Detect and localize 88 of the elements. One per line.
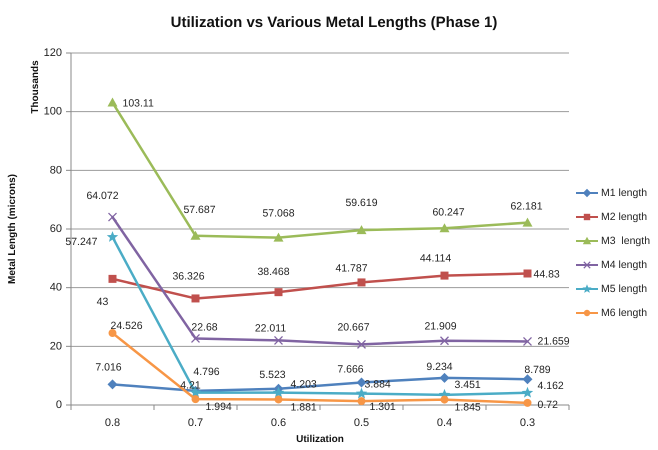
point	[522, 386, 534, 398]
legend-label: M2 length	[601, 211, 648, 223]
point	[192, 294, 200, 302]
legend-label: M3 length	[601, 235, 650, 247]
data-label: 8.789	[524, 364, 551, 376]
data-label: 43	[96, 296, 108, 308]
data-label: 57.247	[65, 236, 98, 248]
y-tick-label: 100	[44, 106, 62, 118]
y-tick-label: 20	[50, 340, 62, 352]
point	[440, 372, 450, 383]
data-label: 7.666	[337, 364, 364, 376]
point	[440, 272, 448, 280]
data-label: 9.234	[426, 360, 453, 373]
data-label: 22.68	[191, 321, 218, 334]
point	[440, 396, 448, 404]
data-label: 24.526	[110, 320, 143, 332]
x-tick-label: 0.8	[104, 417, 120, 429]
y-tick-label: 0	[56, 399, 62, 411]
data-label: 1.994	[206, 401, 232, 414]
data-label: 22.011	[254, 322, 286, 334]
y-axis-title: Metal Length (microns)	[7, 174, 18, 284]
y-tick-label: 80	[50, 164, 62, 176]
data-label: 44.114	[420, 252, 452, 265]
data-label: 44.83	[534, 268, 560, 280]
point	[274, 232, 284, 242]
point	[358, 397, 366, 406]
point	[524, 398, 532, 407]
data-label: 21.659	[538, 335, 570, 348]
data-label: 59.619	[345, 197, 378, 210]
data-label: 5.523	[259, 368, 286, 381]
x-tick-label: 0.5	[354, 417, 370, 429]
data-label: 3.884	[364, 378, 391, 391]
point	[108, 98, 118, 107]
y-tick-label: 60	[50, 223, 62, 235]
data-label: 103.11	[122, 98, 154, 110]
point	[106, 231, 118, 242]
data-label: 4.162	[538, 380, 564, 392]
point	[108, 212, 118, 222]
point	[272, 386, 284, 398]
point	[274, 288, 282, 296]
data-label: 38.468	[257, 266, 290, 278]
x-tick-label: 0.7	[188, 417, 204, 429]
point	[522, 336, 532, 346]
data-label: 1.301	[370, 401, 396, 414]
data-label: 64.072	[86, 190, 119, 202]
data-label: 20.667	[337, 321, 370, 334]
chart-title: Utilization vs Various Metal Lengths (Phase 1)	[170, 14, 498, 31]
y-tick-label: 40	[50, 282, 62, 294]
data-label: 0.72	[538, 398, 558, 411]
point	[192, 395, 200, 404]
data-label: 1.845	[454, 402, 481, 414]
data-label: 21.909	[424, 320, 457, 333]
legend-label: M6 length	[601, 307, 648, 319]
x-tick-label: 0.6	[270, 417, 286, 429]
data-label: 62.181	[510, 200, 543, 213]
point	[358, 278, 366, 286]
point	[108, 329, 116, 338]
data-label: 4.796	[193, 366, 220, 378]
text: Thousands	[30, 60, 41, 114]
point	[108, 274, 116, 283]
x-tick-label: 0.4	[436, 417, 452, 429]
x-axis-title: Utilization	[296, 434, 344, 445]
legend-label: M1 length	[601, 187, 648, 199]
legend-label: M5 length	[601, 283, 648, 295]
point	[274, 336, 284, 346]
point	[522, 218, 532, 227]
y-tick-label: 120	[44, 47, 62, 59]
point	[190, 230, 200, 240]
data-label: 1.881	[290, 401, 317, 414]
data-label: 57.687	[183, 204, 216, 216]
point	[274, 395, 282, 404]
point	[356, 388, 368, 398]
point	[356, 225, 366, 234]
point	[524, 270, 532, 278]
point	[190, 334, 200, 344]
data-label: 41.787	[335, 262, 368, 274]
data-label: 36.326	[172, 270, 205, 282]
data-label: 3.451	[454, 378, 481, 391]
point	[108, 379, 118, 390]
point	[356, 340, 366, 350]
x-tick-label: 0.3	[520, 417, 536, 429]
point	[522, 374, 532, 384]
data-label: 57.068	[262, 208, 295, 220]
point	[440, 336, 450, 346]
point	[440, 223, 450, 232]
data-label: 7.016	[95, 361, 122, 374]
legend-label: M4 length	[601, 259, 648, 271]
data-label: 60.247	[432, 206, 465, 218]
